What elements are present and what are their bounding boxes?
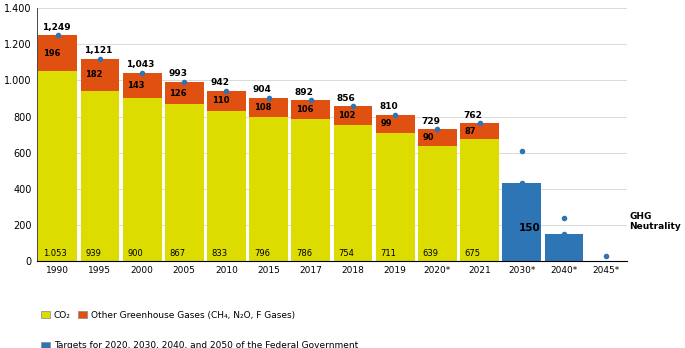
Text: 833: 833: [212, 249, 228, 258]
Text: 1,043: 1,043: [126, 61, 154, 69]
Text: 675: 675: [465, 249, 481, 258]
Bar: [38, 71, 77, 261]
Bar: [376, 115, 414, 133]
Text: 1,121: 1,121: [84, 46, 112, 55]
Text: 87: 87: [465, 127, 476, 136]
Bar: [81, 92, 119, 261]
Bar: [123, 73, 162, 98]
Text: 754: 754: [338, 249, 354, 258]
Text: 90: 90: [423, 133, 434, 142]
Bar: [291, 119, 330, 261]
Text: 867: 867: [169, 249, 186, 258]
Text: 993: 993: [169, 69, 187, 78]
Bar: [418, 145, 457, 261]
Bar: [418, 129, 457, 145]
Bar: [207, 111, 246, 261]
Text: 810: 810: [379, 102, 398, 111]
Bar: [165, 104, 203, 261]
Text: 99: 99: [380, 119, 392, 128]
Bar: [334, 106, 373, 125]
Text: 1.053: 1.053: [43, 249, 66, 258]
Text: 711: 711: [380, 249, 397, 258]
Text: 110: 110: [212, 96, 229, 105]
Bar: [545, 234, 584, 261]
Text: 639: 639: [423, 249, 438, 258]
Text: 106: 106: [296, 105, 314, 114]
Text: 102: 102: [338, 111, 356, 120]
Bar: [334, 125, 373, 261]
Text: GHG
Neutrality: GHG Neutrality: [630, 212, 681, 231]
Bar: [38, 35, 77, 71]
Bar: [460, 139, 499, 261]
Text: 796: 796: [254, 249, 270, 258]
Text: 150: 150: [519, 223, 540, 233]
Bar: [165, 82, 203, 104]
Bar: [376, 133, 414, 261]
Text: 942: 942: [210, 78, 229, 87]
Bar: [249, 98, 288, 117]
Text: 900: 900: [127, 249, 143, 258]
Text: 1,249: 1,249: [42, 23, 71, 32]
Text: 786: 786: [296, 249, 312, 258]
Bar: [502, 183, 541, 261]
Bar: [291, 100, 330, 119]
Bar: [123, 98, 162, 261]
Text: 729: 729: [421, 117, 440, 126]
Text: 126: 126: [169, 88, 187, 97]
Bar: [207, 91, 246, 111]
Text: 892: 892: [295, 88, 314, 97]
Text: 939: 939: [85, 249, 101, 258]
Bar: [81, 58, 119, 92]
Text: 856: 856: [337, 94, 356, 103]
Text: 108: 108: [254, 103, 271, 112]
Legend: Targets for 2020, 2030, 2040, and 2050 of the Federal Government: Targets for 2020, 2030, 2040, and 2050 o…: [41, 341, 358, 348]
Bar: [249, 117, 288, 261]
Bar: [460, 124, 499, 139]
Text: 196: 196: [43, 49, 60, 58]
Text: 182: 182: [85, 71, 103, 79]
Text: 762: 762: [464, 111, 482, 120]
Text: 143: 143: [127, 81, 145, 90]
Text: 904: 904: [253, 86, 271, 95]
